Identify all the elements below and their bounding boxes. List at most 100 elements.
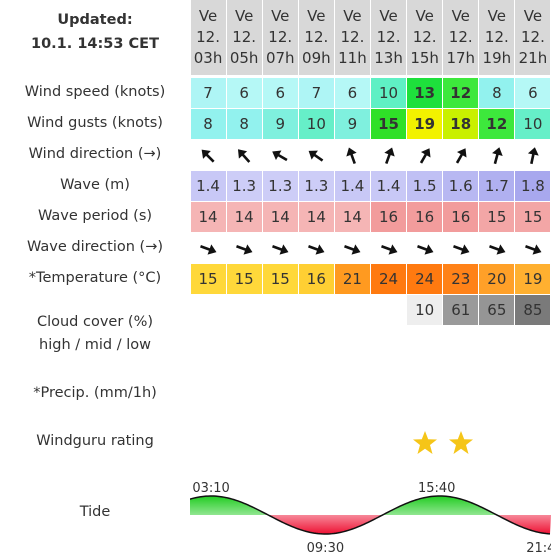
direction-arrow — [308, 150, 324, 162]
direction-arrow — [455, 147, 467, 164]
header-hour: 15h — [410, 49, 439, 67]
rating-label: Windguru rating — [36, 433, 154, 449]
header-day: Ve — [343, 7, 362, 25]
value-cell: 6 — [262, 78, 298, 108]
direction-arrow — [344, 243, 361, 255]
value-cell: 18 — [443, 109, 479, 139]
value-cell: 9 — [334, 109, 370, 139]
value-cell: 24 — [407, 264, 443, 294]
value-cell: 7 — [190, 78, 226, 108]
header-date: 12. — [340, 28, 365, 46]
row-label: Wind direction (→) — [28, 146, 162, 162]
value-cell: 16 — [371, 202, 407, 232]
value-cell: 15 — [190, 264, 226, 294]
direction-arrow — [308, 243, 325, 255]
value-cell: 15 — [226, 264, 262, 294]
value-cell: 1.8 — [515, 171, 551, 201]
header-day: Ve — [415, 7, 434, 25]
column-header: Ve 12. 21h — [515, 0, 551, 75]
rating-cell — [443, 428, 479, 458]
tide-chart: 03:10 15:40 09:30 21:40 — [190, 481, 551, 556]
value-cell: 1.7 — [479, 171, 515, 201]
value-cell: 1.3 — [226, 171, 262, 201]
value-cell: 1.5 — [407, 171, 443, 201]
header-day: Ve — [198, 7, 218, 25]
direction-arrow — [236, 243, 253, 255]
value-cell: 1.3 — [298, 171, 334, 201]
header-date: 12. — [268, 28, 293, 46]
value-cell: 1.3 — [262, 171, 298, 201]
value-cell: 13 — [407, 78, 443, 108]
direction-arrow — [527, 146, 539, 164]
arrow-cell — [190, 140, 226, 171]
direction-arrow — [491, 146, 503, 164]
header-date: 12. — [304, 28, 329, 46]
header-hour: 13h — [374, 49, 403, 67]
value-cell: 6 — [515, 78, 551, 108]
arrow-cell — [298, 140, 334, 171]
precip-label: *Precip. (mm/1h) — [33, 385, 157, 401]
arrow-cell — [515, 140, 551, 171]
arrow-cell — [479, 140, 515, 171]
column-header: Ve 12. 17h — [443, 0, 479, 75]
value-cell: 15 — [371, 109, 407, 139]
direction-arrow — [416, 243, 434, 255]
column-header: Ve 12. 15h — [407, 0, 443, 75]
tide-high-fill — [190, 496, 551, 515]
value-cell: 20 — [479, 264, 515, 294]
header-date: 12. — [521, 28, 545, 46]
arrow-cell — [226, 233, 262, 264]
rating-star — [412, 431, 437, 454]
value-cell: 15 — [515, 202, 551, 232]
arrow-cell — [407, 140, 443, 171]
column-header: Ve 12. 19h — [479, 0, 515, 75]
arrow-cell — [443, 233, 479, 264]
direction-arrow — [524, 243, 542, 255]
value-cell: 14 — [298, 202, 334, 232]
value-cell: 14 — [262, 202, 298, 232]
arrow-cell — [190, 233, 226, 264]
header-day: Ve — [234, 7, 254, 25]
arrow-cell — [334, 140, 370, 171]
value-cell: 1.4 — [190, 171, 226, 201]
header-date: 12. — [376, 28, 401, 46]
value-cell: 8 — [479, 78, 515, 108]
arrow-cell — [443, 140, 479, 171]
value-cell: 9 — [262, 109, 298, 139]
direction-arrow — [272, 149, 288, 161]
value-cell: 16 — [298, 264, 334, 294]
value-cell: 14 — [334, 202, 370, 232]
header-hour: 19h — [482, 49, 512, 67]
direction-arrow — [419, 147, 431, 164]
cloud-cell: 10 — [407, 295, 443, 325]
value-cell: 8 — [190, 109, 226, 139]
cloud-cell: 85 — [515, 295, 551, 325]
row-label: Wind speed (knots) — [24, 84, 166, 100]
column-header: Ve 12. 13h — [371, 0, 407, 75]
direction-arrow — [200, 243, 217, 255]
value-cell: 1.6 — [443, 171, 479, 201]
header-date: 12. — [448, 28, 473, 46]
value-cell: 19 — [407, 109, 443, 139]
direction-arrow — [346, 147, 358, 164]
header-hour: 11h — [338, 49, 367, 67]
arrow-cell — [479, 233, 515, 264]
arrow-cell — [298, 233, 334, 264]
direction-arrow — [238, 148, 251, 163]
value-cell: 1.4 — [371, 171, 407, 201]
direction-arrow — [201, 149, 215, 163]
column-header: Ve 12. 05h — [226, 0, 262, 75]
value-cell: 8 — [226, 109, 262, 139]
header-day: Ve — [523, 7, 543, 25]
tide-time: 21:40 — [526, 541, 551, 556]
value-cell: 15 — [262, 264, 298, 294]
value-cell: 12 — [479, 109, 515, 139]
arrow-cell — [226, 140, 262, 171]
value-cell: 6 — [226, 78, 262, 108]
header-hour: 03h — [193, 49, 223, 67]
cloud-cell: 65 — [479, 295, 515, 325]
tide-label: Tide — [79, 504, 111, 520]
header-hour: 21h — [518, 49, 548, 67]
direction-arrow — [452, 243, 470, 255]
value-cell: 21 — [334, 264, 370, 294]
